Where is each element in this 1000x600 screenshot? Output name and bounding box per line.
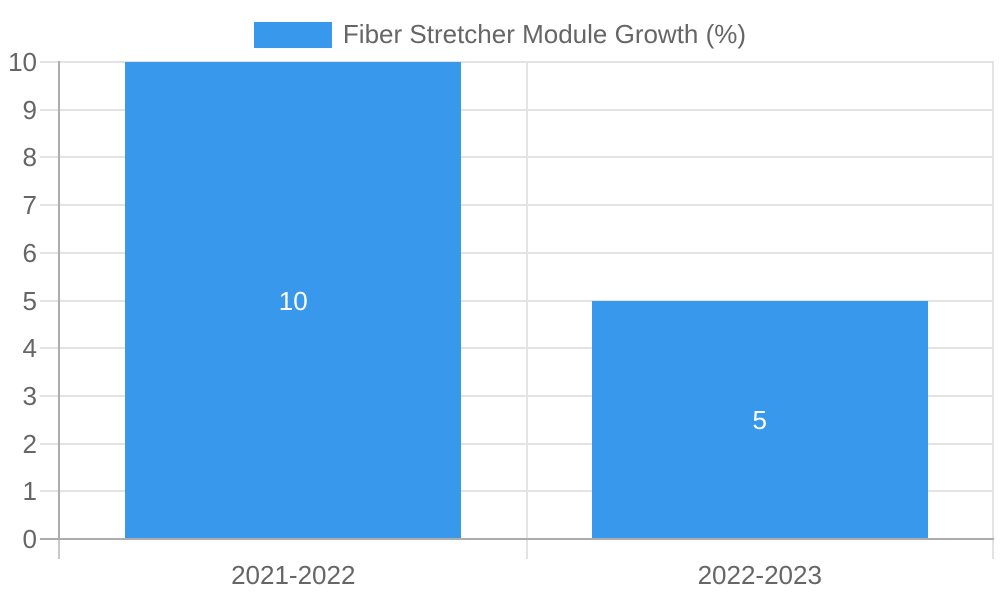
- legend-item[interactable]: Fiber Stretcher Module Growth (%): [253, 19, 747, 50]
- y-tick-label: 3: [22, 380, 37, 411]
- y-tick-label: 9: [22, 94, 37, 125]
- y-gridline: [40, 108, 994, 111]
- y-tick-label: 10: [8, 47, 37, 77]
- chart-legend: Fiber Stretcher Module Growth (%): [0, 19, 1000, 50]
- y-gridline: [40, 251, 994, 254]
- bar-value-label: 5: [752, 404, 767, 435]
- y-tick-label: 6: [22, 237, 37, 268]
- x-tick-label: 2022-2023: [697, 560, 822, 590]
- x-tick-label: 2021-2022: [231, 560, 356, 590]
- y-tick-label: 4: [22, 333, 37, 364]
- y-gridline: [40, 394, 994, 397]
- y-tick-label: 5: [22, 285, 37, 316]
- y-gridline: [40, 490, 994, 493]
- y-gridline: [40, 204, 994, 207]
- y-axis-line: [58, 61, 60, 539]
- y-tick-label: 8: [22, 142, 37, 173]
- y-gridline: [40, 299, 994, 302]
- x-gridline: [992, 61, 994, 559]
- y-gridline: [40, 156, 994, 159]
- y-tick-label: 0: [22, 524, 37, 554]
- bar-value-label: 10: [278, 285, 308, 316]
- y-gridline: [40, 347, 994, 350]
- y-axis-tick: [58, 540, 60, 559]
- bar-2022-2023[interactable]: [591, 300, 928, 540]
- y-tick-label: 2: [22, 428, 37, 459]
- x-axis-line: [40, 538, 994, 540]
- y-tick-label: 7: [22, 190, 37, 221]
- legend-label: Fiber Stretcher Module Growth (%): [342, 19, 747, 49]
- legend-swatch-icon: [253, 21, 332, 48]
- bar-2021-2022[interactable]: [125, 62, 462, 540]
- y-gridline: [40, 61, 994, 63]
- x-gridline: [525, 61, 528, 559]
- y-gridline: [40, 442, 994, 445]
- y-tick-label: 1: [22, 476, 37, 507]
